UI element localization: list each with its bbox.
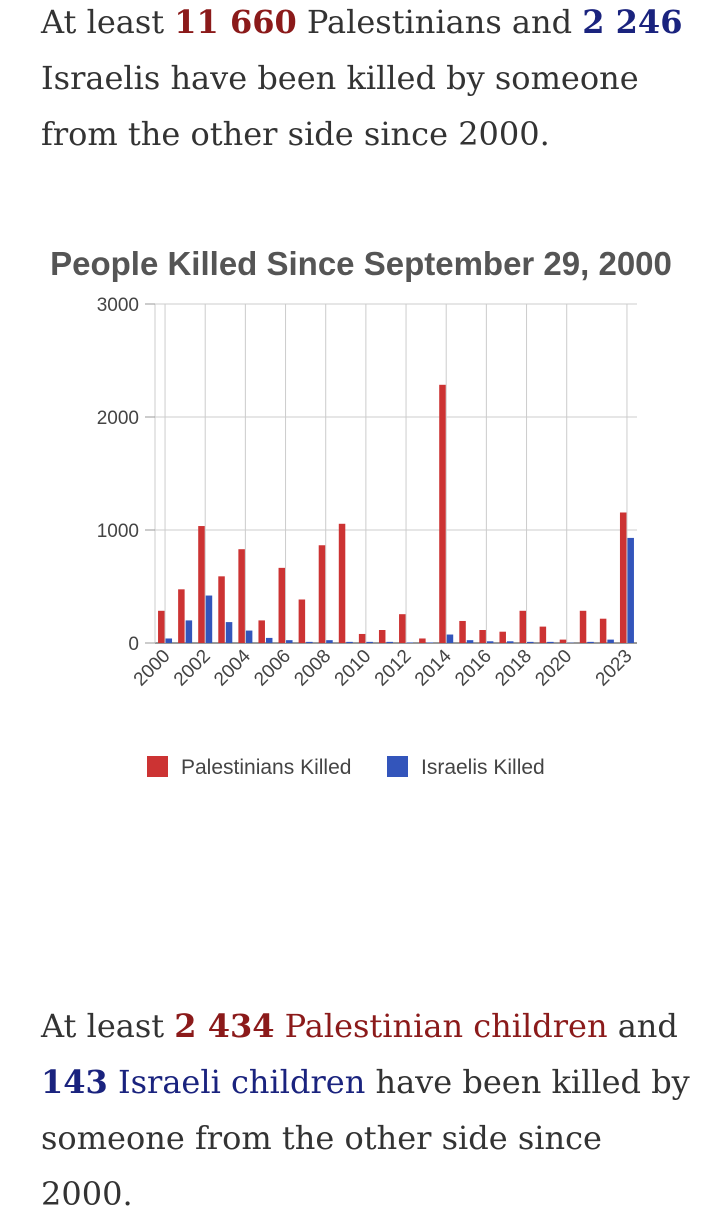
bar-israelis-2011	[386, 642, 393, 643]
bar-palestinians-2021	[580, 611, 587, 643]
y-tick-label: 1000	[97, 521, 139, 542]
y-tick-label: 0	[128, 634, 139, 655]
x-tick-label: 2023	[592, 646, 637, 691]
palestinians-count: 11 660	[174, 3, 296, 41]
legend-swatch-israelis	[387, 756, 408, 777]
y-tick-label: 2000	[97, 408, 139, 429]
bar-palestinians-2001	[178, 589, 185, 643]
bar-palestinians-2007	[299, 599, 306, 643]
bar-israelis-2000	[166, 638, 173, 643]
bar-palestinians-2012	[399, 614, 406, 643]
israelis-count: 2 246	[582, 3, 682, 41]
x-tick-label: 2008	[290, 646, 335, 691]
chart-title: People Killed Since September 29, 2000	[50, 245, 672, 282]
bar-palestinians-2000	[158, 611, 165, 643]
bar-israelis-2003	[226, 622, 233, 643]
children-paragraph: At least 2 434 Palestinian children and …	[41, 998, 701, 1222]
bar-israelis-2008	[326, 640, 333, 643]
bar-israelis-2015	[467, 640, 474, 643]
bar-palestinians-2015	[459, 621, 466, 643]
bar-palestinians-2017	[499, 632, 506, 643]
x-tick-label: 2016	[451, 646, 496, 691]
legend-label-israelis: Israelis Killed	[421, 756, 545, 779]
bar-palestinians-2016	[479, 630, 486, 643]
palestinian-children-label: Palestinian children	[274, 1007, 607, 1045]
bar-israelis-2012	[407, 642, 414, 643]
children-text: and	[608, 1007, 678, 1045]
intro-text: Israelis have been killed by someone fro…	[41, 59, 639, 153]
intro-text: Palestinians and	[297, 3, 583, 41]
bar-israelis-2010	[366, 642, 373, 643]
bar-israelis-2009	[346, 642, 353, 643]
killed-chart: People Killed Since September 29, 2000 0…	[0, 228, 723, 828]
bar-palestinians-2010	[359, 634, 366, 643]
bar-israelis-2006	[286, 640, 293, 643]
bar-palestinians-2020	[560, 640, 567, 643]
children-text: At least	[41, 1007, 174, 1045]
y-tick-label: 3000	[97, 295, 139, 316]
x-tick-label: 2006	[250, 646, 295, 691]
bar-israelis-2007	[306, 642, 313, 643]
bar-israelis-2013	[427, 642, 434, 643]
israeli-children-count: 143	[41, 1063, 108, 1101]
intro-text: At least	[41, 3, 174, 41]
bar-israelis-2023	[627, 538, 634, 643]
legend-swatch-palestinians	[147, 756, 168, 777]
bar-israelis-2001	[186, 620, 193, 643]
bar-palestinians-2013	[419, 638, 426, 643]
bar-palestinians-2022	[600, 619, 607, 643]
x-tick-label: 2020	[531, 646, 576, 691]
bar-israelis-2021	[587, 642, 594, 643]
bar-palestinians-2004	[238, 549, 245, 643]
bar-israelis-2016	[487, 641, 494, 643]
bar-palestinians-2009	[339, 524, 346, 643]
legend-label-palestinians: Palestinians Killed	[181, 756, 351, 779]
bar-palestinians-2018	[520, 611, 527, 643]
x-tick-label: 2018	[491, 646, 536, 691]
bar-palestinians-2023	[620, 512, 627, 643]
bar-palestinians-2019	[540, 627, 547, 643]
intro-paragraph: At least 11 660 Palestinians and 2 246 I…	[41, 0, 701, 162]
bar-palestinians-2002	[198, 526, 205, 643]
bar-palestinians-2014	[439, 385, 446, 643]
bar-israelis-2022	[607, 640, 614, 643]
x-tick-label: 2014	[411, 645, 456, 690]
bar-palestinians-2008	[319, 545, 326, 643]
bar-palestinians-2011	[379, 630, 386, 643]
israeli-children-label: Israeli children	[108, 1063, 366, 1101]
palestinian-children-count: 2 434	[174, 1007, 274, 1045]
bar-israelis-2002	[206, 596, 213, 643]
x-tick-label: 2004	[210, 645, 255, 690]
bar-palestinians-2005	[258, 620, 265, 643]
bar-palestinians-2003	[218, 576, 225, 643]
bar-israelis-2004	[246, 631, 253, 643]
bar-palestinians-2006	[279, 568, 286, 643]
x-tick-label: 2012	[371, 646, 416, 691]
bar-israelis-2019	[547, 642, 554, 643]
bar-israelis-2018	[527, 642, 534, 643]
bar-israelis-2005	[266, 638, 273, 643]
bar-israelis-2014	[447, 635, 454, 643]
bar-israelis-2017	[507, 641, 514, 643]
x-tick-label: 2010	[331, 646, 376, 691]
x-tick-label: 2002	[170, 646, 215, 691]
